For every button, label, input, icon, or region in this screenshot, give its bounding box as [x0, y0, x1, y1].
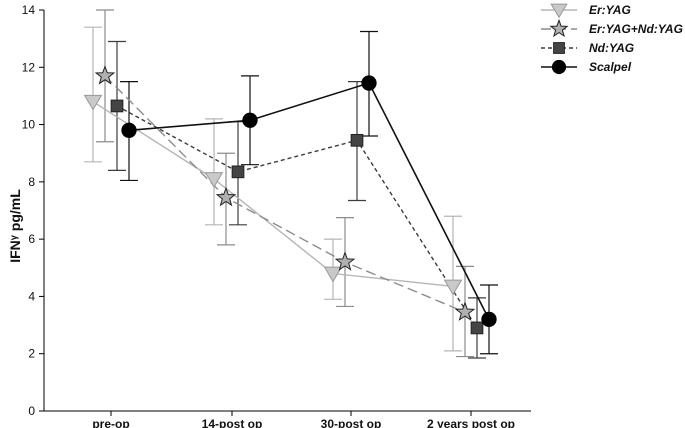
legend-marker: [551, 59, 567, 75]
legend: Er:YAG Er:YAG+Nd:YAG Nd:YAG Scalpel: [541, 3, 683, 75]
plot-area: 0 2 4 6 8 10 12 14 pre-op 14-post op 30-post op 2 y…: [22, 3, 531, 428]
error-bars-nd-yag: [108, 40, 486, 359]
data-point: [110, 99, 124, 113]
error-bars-er-yag-nd-yag: [96, 9, 474, 358]
series-line-scalpel: [128, 82, 490, 320]
data-point: [231, 165, 245, 179]
x-tick-label: 2 years post op: [427, 417, 515, 428]
legend-label: Nd:YAG: [589, 41, 634, 55]
legend-label: Er:YAG: [589, 3, 631, 17]
data-point: [481, 311, 497, 327]
y-tick-label: 4: [28, 289, 35, 303]
error-bars-scalpel: [120, 30, 498, 355]
data-point: [334, 251, 356, 271]
legend-marker: [553, 42, 565, 54]
y-tick-label: 12: [22, 60, 36, 74]
x-tick-label: 14-post op: [202, 417, 263, 428]
data-point: [361, 75, 377, 91]
data-point: [443, 279, 463, 296]
legend-marker: [550, 3, 568, 19]
y-axis-title: IFNᵞ pg/mL: [7, 189, 23, 263]
x-tick-label: 30-post op: [321, 417, 382, 428]
data-point: [323, 266, 343, 283]
x-tick-label: pre-op: [92, 417, 129, 428]
data-point: [454, 301, 476, 321]
y-tick-label: 8: [28, 175, 35, 189]
data-point: [204, 172, 224, 189]
y-tick-label: 0: [28, 404, 35, 418]
data-point: [215, 186, 237, 207]
series-line-er-yag-nd-yag: [104, 75, 466, 313]
series-line-nd-yag: [116, 105, 478, 329]
data-point: [83, 94, 103, 111]
data-point: [470, 321, 484, 335]
legend-label: Scalpel: [589, 60, 632, 74]
data-point: [121, 122, 137, 138]
y-tick-label: 10: [22, 118, 36, 132]
legend-marker: [549, 18, 569, 38]
y-tick-label: 6: [28, 232, 35, 246]
data-point: [94, 65, 116, 85]
error-bars-er-yag: [84, 26, 462, 352]
y-tick-label: 14: [22, 3, 36, 17]
legend-label: Er:YAG+Nd:YAG: [589, 22, 683, 36]
series-line-er-yag: [92, 101, 454, 288]
data-point: [242, 112, 258, 128]
data-point: [350, 133, 364, 147]
y-tick-label: 2: [28, 347, 35, 361]
